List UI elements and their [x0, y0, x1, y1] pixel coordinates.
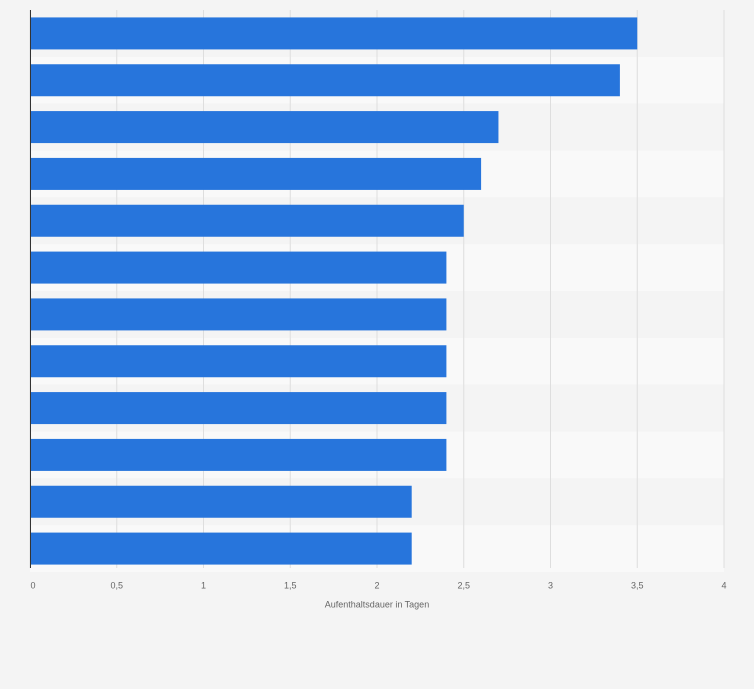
bar	[30, 438, 447, 471]
x-tick-label: 0	[30, 580, 35, 590]
bar	[30, 111, 499, 144]
x-tick-label: 0,5	[110, 580, 123, 590]
bar	[30, 251, 447, 284]
bar	[30, 392, 447, 425]
x-tick-label: 4	[721, 580, 726, 590]
bar	[30, 345, 447, 378]
x-tick-label: 1,5	[284, 580, 297, 590]
bar	[30, 204, 464, 237]
x-axis-label: Aufenthaltsdauer in Tagen	[325, 599, 429, 609]
x-tick-label: 2	[374, 580, 379, 590]
bar	[30, 17, 638, 50]
bars	[30, 17, 638, 565]
x-tick-label: 2,5	[457, 580, 470, 590]
x-tick-label: 1	[201, 580, 206, 590]
bar	[30, 298, 447, 331]
x-tick-label: 3,5	[631, 580, 644, 590]
bar	[30, 157, 482, 190]
bar	[30, 532, 412, 565]
bar	[30, 64, 620, 97]
bar	[30, 485, 412, 518]
x-tick-label: 3	[548, 580, 553, 590]
